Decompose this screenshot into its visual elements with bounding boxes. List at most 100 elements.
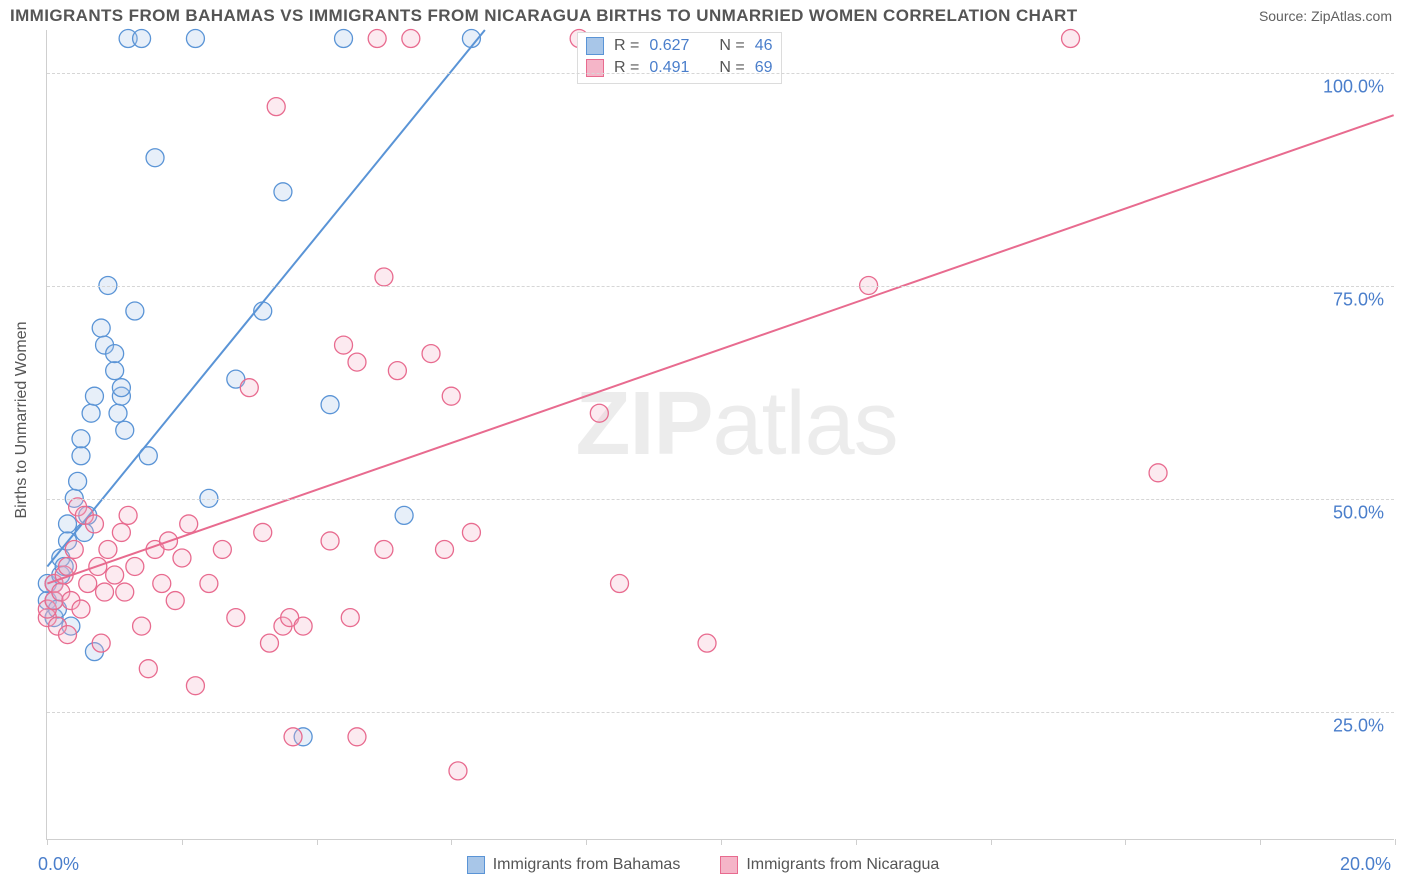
data-point-nicaragua <box>72 600 90 618</box>
data-point-nicaragua <box>294 617 312 635</box>
y-tick-label: 100.0% <box>1323 76 1384 97</box>
data-point-nicaragua <box>119 506 137 524</box>
data-point-nicaragua <box>153 575 171 593</box>
n-value: 69 <box>755 59 773 77</box>
data-point-bahamas <box>116 421 134 439</box>
data-point-nicaragua <box>116 583 134 601</box>
data-point-nicaragua <box>126 558 144 576</box>
data-point-nicaragua <box>436 540 454 558</box>
data-point-nicaragua <box>92 634 110 652</box>
data-point-nicaragua <box>112 523 130 541</box>
data-point-nicaragua <box>106 566 124 584</box>
data-point-bahamas <box>274 183 292 201</box>
data-point-nicaragua <box>348 353 366 371</box>
data-point-nicaragua <box>173 549 191 567</box>
data-point-nicaragua <box>180 515 198 533</box>
swatch-icon <box>586 59 604 77</box>
x-tick <box>1395 839 1396 845</box>
data-point-nicaragua <box>375 268 393 286</box>
trendline-bahamas <box>47 30 485 566</box>
data-point-bahamas <box>72 430 90 448</box>
x-tick <box>317 839 318 845</box>
data-point-nicaragua <box>186 677 204 695</box>
data-point-bahamas <box>59 515 77 533</box>
gridline-h <box>47 712 1394 713</box>
data-point-bahamas <box>109 404 127 422</box>
data-point-nicaragua <box>200 575 218 593</box>
data-point-nicaragua <box>59 626 77 644</box>
data-point-nicaragua <box>590 404 608 422</box>
data-point-nicaragua <box>85 515 103 533</box>
data-point-bahamas <box>82 404 100 422</box>
r-value: 0.491 <box>649 59 689 77</box>
r-value: 0.627 <box>649 37 689 55</box>
chart-title: IMMIGRANTS FROM BAHAMAS VS IMMIGRANTS FR… <box>10 6 1077 26</box>
data-point-bahamas <box>106 362 124 380</box>
data-point-nicaragua <box>1149 464 1167 482</box>
data-point-nicaragua <box>368 30 386 48</box>
data-point-nicaragua <box>698 634 716 652</box>
legend-stat-row-nicaragua: R = 0.491 N = 69 <box>586 57 773 79</box>
legend-stats: R =0.627N =46R =0.491N =69 <box>577 32 782 84</box>
x-tick <box>721 839 722 845</box>
data-point-bahamas <box>335 30 353 48</box>
gridline-h <box>47 499 1394 500</box>
data-point-nicaragua <box>213 540 231 558</box>
data-point-nicaragua <box>611 575 629 593</box>
gridline-h <box>47 286 1394 287</box>
data-point-nicaragua <box>462 523 480 541</box>
data-point-nicaragua <box>240 379 258 397</box>
data-point-nicaragua <box>402 30 420 48</box>
data-point-nicaragua <box>99 540 117 558</box>
data-point-nicaragua <box>227 609 245 627</box>
data-point-nicaragua <box>139 660 157 678</box>
data-point-bahamas <box>92 319 110 337</box>
data-point-nicaragua <box>284 728 302 746</box>
data-point-nicaragua <box>79 575 97 593</box>
y-tick-label: 25.0% <box>1333 716 1384 737</box>
x-tick <box>1260 839 1261 845</box>
data-point-nicaragua <box>335 336 353 354</box>
data-point-nicaragua <box>65 540 83 558</box>
data-point-nicaragua <box>341 609 359 627</box>
data-point-nicaragua <box>422 345 440 363</box>
n-label: N = <box>719 37 744 55</box>
data-point-bahamas <box>112 379 130 397</box>
data-point-nicaragua <box>348 728 366 746</box>
legend-label: Immigrants from Bahamas <box>493 856 681 874</box>
data-point-nicaragua <box>321 532 339 550</box>
data-point-nicaragua <box>267 98 285 116</box>
legend-item-nicaragua: Immigrants from Nicaragua <box>720 856 939 874</box>
data-point-bahamas <box>146 149 164 167</box>
data-point-nicaragua <box>449 762 467 780</box>
legend-item-bahamas: Immigrants from Bahamas <box>467 856 681 874</box>
data-point-nicaragua <box>375 540 393 558</box>
x-tick <box>451 839 452 845</box>
y-tick-label: 50.0% <box>1333 502 1384 523</box>
data-point-bahamas <box>106 345 124 363</box>
data-point-bahamas <box>72 447 90 465</box>
x-tick <box>182 839 183 845</box>
data-point-nicaragua <box>166 592 184 610</box>
x-tick <box>586 839 587 845</box>
data-point-nicaragua <box>388 362 406 380</box>
x-tick <box>856 839 857 845</box>
trendline-nicaragua <box>47 115 1393 583</box>
data-point-nicaragua <box>442 387 460 405</box>
data-point-bahamas <box>133 30 151 48</box>
x-tick <box>47 839 48 845</box>
data-point-bahamas <box>69 472 87 490</box>
swatch-icon <box>467 856 485 874</box>
legend-stat-row-bahamas: R =0.627N =46 <box>586 35 773 57</box>
r-label: R = <box>614 59 639 77</box>
gridline-h <box>47 73 1394 74</box>
data-point-bahamas <box>85 387 103 405</box>
y-tick-label: 75.0% <box>1333 289 1384 310</box>
chart-svg <box>47 30 1394 839</box>
data-point-nicaragua <box>96 583 114 601</box>
data-point-bahamas <box>321 396 339 414</box>
source-citation: Source: ZipAtlas.com <box>1259 8 1392 24</box>
x-tick <box>991 839 992 845</box>
swatch-icon <box>586 37 604 55</box>
n-label: N = <box>719 59 744 77</box>
